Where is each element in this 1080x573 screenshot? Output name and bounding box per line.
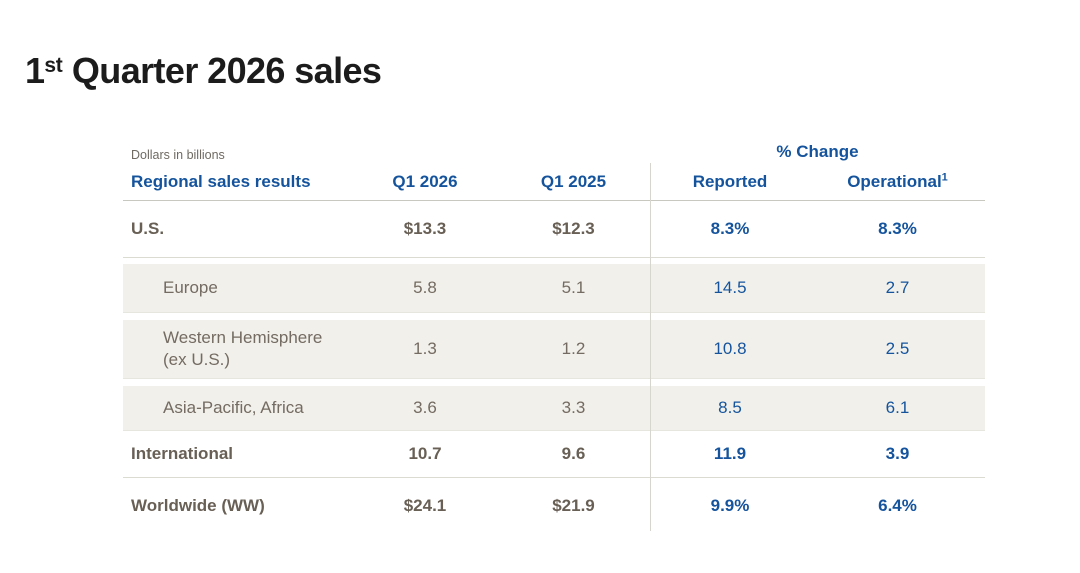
cell-reported-change: 8.5 [718,398,742,417]
row-label: U.S. [131,219,165,238]
row-label: Asia-Pacific, Africa [163,398,304,417]
cell-operational-change: 6.1 [885,398,910,417]
table-header-top: Dollars in billions % Change [123,133,985,163]
row-label: Worldwide (WW) [131,496,265,515]
page-title-ordinal-suffix: st [44,54,63,78]
row-label-line2: (ex U.S.) [163,350,231,369]
cell-q1-2026: 5.8 [413,278,437,297]
row-label-line1: Western Hemisphere [163,327,323,347]
column-group-divider [650,163,651,531]
row-label: International [131,444,234,463]
row-label: Europe [163,278,218,297]
operational-footnote-marker: 1 [941,170,948,183]
cell-reported-change: 10.8 [713,339,747,358]
page-title: 1st Quarter 2026 sales [25,50,382,92]
cell-reported-change: 8.3% [710,219,750,238]
page-title-text: Quarter 2026 sales [62,50,382,92]
table-row-us: U.S. $13.3 $12.3 8.3% 8.3% [123,201,985,258]
cell-operational-change: 2.5 [885,339,910,358]
table-row-western-hemisphere: Western Hemisphere (ex U.S.) 1.3 1.2 10.8… [123,320,985,379]
cell-operational-change: 8.3% [878,219,917,238]
table-row-international: International 10.7 9.6 11.9 3.9 [123,431,985,478]
cell-q1-2025: 1.2 [561,339,586,358]
col-header-operational: Operational1 [810,170,985,192]
table-row-worldwide: Worldwide (WW) $24.1 $21.9 9.9% 6.4% [123,478,985,534]
cell-operational-change: 3.9 [885,444,910,463]
cell-q1-2026: 3.6 [413,398,437,417]
col-header-q1-2025: Q1 2025 [540,171,607,191]
col-header-regional-sales-results: Regional sales results [131,171,311,191]
cell-q1-2025: $21.9 [552,496,595,515]
cell-q1-2026: $13.3 [403,219,447,238]
cell-q1-2025: 5.1 [561,278,586,297]
table-header-row: Regional sales results Q1 2026 Q1 2025 R… [123,163,985,201]
table-row-europe: Europe 5.8 5.1 14.5 2.7 [123,264,985,313]
units-note: Dollars in billions [131,148,225,162]
page-title-number: 1 [25,50,45,92]
cell-reported-change: 11.9 [713,444,747,463]
cell-q1-2026: 10.7 [408,444,442,463]
cell-reported-change: 9.9% [710,496,750,515]
cell-operational-change: 6.4% [878,496,917,515]
col-header-operational-label: Operational [847,171,942,191]
col-header-reported: Reported [692,171,768,191]
pct-change-group-header: % Change [776,142,859,161]
table-row-asia-pacific-africa: Asia-Pacific, Africa 3.6 3.3 8.5 6.1 [123,386,985,431]
regional-sales-table: Dollars in billions % Change Regional sa… [123,133,985,534]
cell-reported-change: 14.5 [713,278,747,297]
cell-q1-2026: 1.3 [413,339,437,358]
cell-q1-2025: 9.6 [561,444,586,463]
cell-q1-2026: $24.1 [403,496,447,515]
cell-q1-2025: 3.3 [561,398,586,417]
cell-operational-change: 2.7 [885,278,910,297]
cell-q1-2025: $12.3 [552,219,595,238]
row-label: Western Hemisphere (ex U.S.) [123,327,353,371]
col-header-q1-2026: Q1 2026 [392,171,458,191]
